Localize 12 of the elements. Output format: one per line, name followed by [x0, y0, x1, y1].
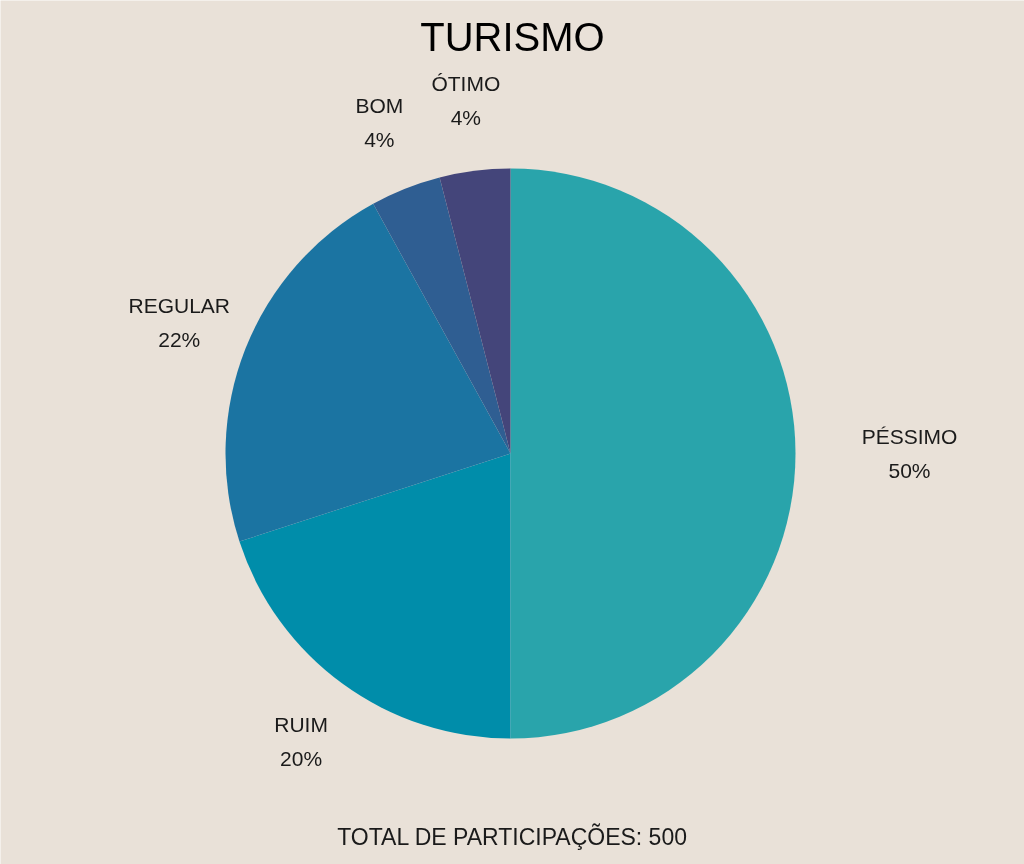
chart-title: TURISMO	[420, 14, 605, 59]
data-label: 20%	[280, 747, 323, 771]
data-label: 50%	[888, 459, 931, 482]
slice-label: BOM	[355, 93, 404, 117]
slice-label: ÓTIMO	[431, 71, 501, 95]
data-label: 4%	[450, 105, 482, 129]
data-label: 4%	[364, 127, 395, 151]
text: TOTAL DE PARTICIPAÇÕES: 500	[337, 822, 687, 850]
data-label: 22%	[158, 327, 201, 351]
slice-label: REGULAR	[128, 293, 231, 317]
slice-label: RUIM	[274, 713, 328, 737]
slice-label: PÉSSIMO	[861, 425, 958, 448]
